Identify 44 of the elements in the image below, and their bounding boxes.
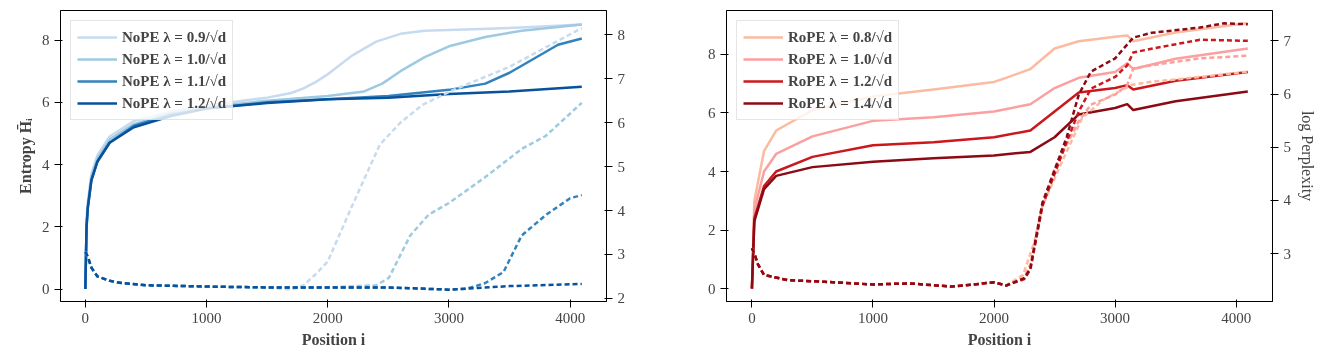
y-tick-label: 6 (42, 94, 50, 111)
y-tick-label: 2 (42, 218, 50, 235)
y-tick-label: 6 (708, 104, 716, 121)
y2-tick-label: 7 (617, 70, 626, 87)
y-tick-label: 4 (42, 156, 50, 173)
y2-tick-label: 4 (617, 202, 626, 219)
legend-label: NoPE λ = 0.9/√d (122, 28, 227, 46)
y-axis-title: Entropy H̄ᵢ (16, 117, 35, 194)
y2-tick-label: 7 (1283, 32, 1292, 49)
legend-label: RoPE λ = 1.4/√d (788, 94, 893, 112)
legend-label: RoPE λ = 1.0/√d (788, 50, 893, 68)
y2-tick-label: 3 (1283, 245, 1291, 262)
x-axis-title: Position i (301, 330, 366, 348)
y2-tick-label: 4 (1283, 192, 1292, 209)
x-tick-label: 3000 (1100, 309, 1131, 326)
x-tick-label: 1000 (857, 309, 888, 326)
y2-axis-title: log Perplexity (1298, 110, 1316, 202)
y-tick-label: 4 (708, 163, 716, 180)
y2-tick-label: 3 (617, 246, 625, 263)
y2-tick-label: 5 (1283, 139, 1291, 156)
x-tick-label: 2000 (979, 309, 1010, 326)
y2-tick-label: 5 (617, 158, 625, 175)
x-tick-label: 0 (748, 309, 756, 326)
x-axis-title: Position i (967, 330, 1032, 348)
x-tick-label: 4000 (555, 309, 586, 326)
x-tick-label: 2000 (312, 309, 343, 326)
x-tick-label: 4000 (1221, 309, 1252, 326)
y-tick-label: 8 (708, 46, 716, 63)
legend-label: RoPE λ = 0.8/√d (788, 28, 893, 46)
y2-tick-label: 6 (617, 114, 626, 131)
x-tick-label: 1000 (191, 309, 222, 326)
y-tick-label: 8 (42, 32, 50, 49)
x-tick-label: 3000 (433, 309, 464, 326)
legend-label: RoPE λ = 1.2/√d (788, 72, 893, 90)
y2-tick-label: 2 (617, 290, 625, 307)
y2-tick-label: 6 (1283, 86, 1292, 103)
y-tick-label: 0 (42, 281, 50, 298)
legend-label: NoPE λ = 1.0/√d (122, 50, 227, 68)
legend-label: NoPE λ = 1.1/√d (122, 72, 227, 90)
y2-tick-label: 8 (617, 26, 625, 43)
x-tick-label: 0 (81, 309, 90, 326)
legend-label: NoPE λ = 1.2/√d (122, 94, 227, 112)
y-tick-label: 2 (708, 222, 716, 239)
y-tick-label: 0 (708, 280, 716, 297)
